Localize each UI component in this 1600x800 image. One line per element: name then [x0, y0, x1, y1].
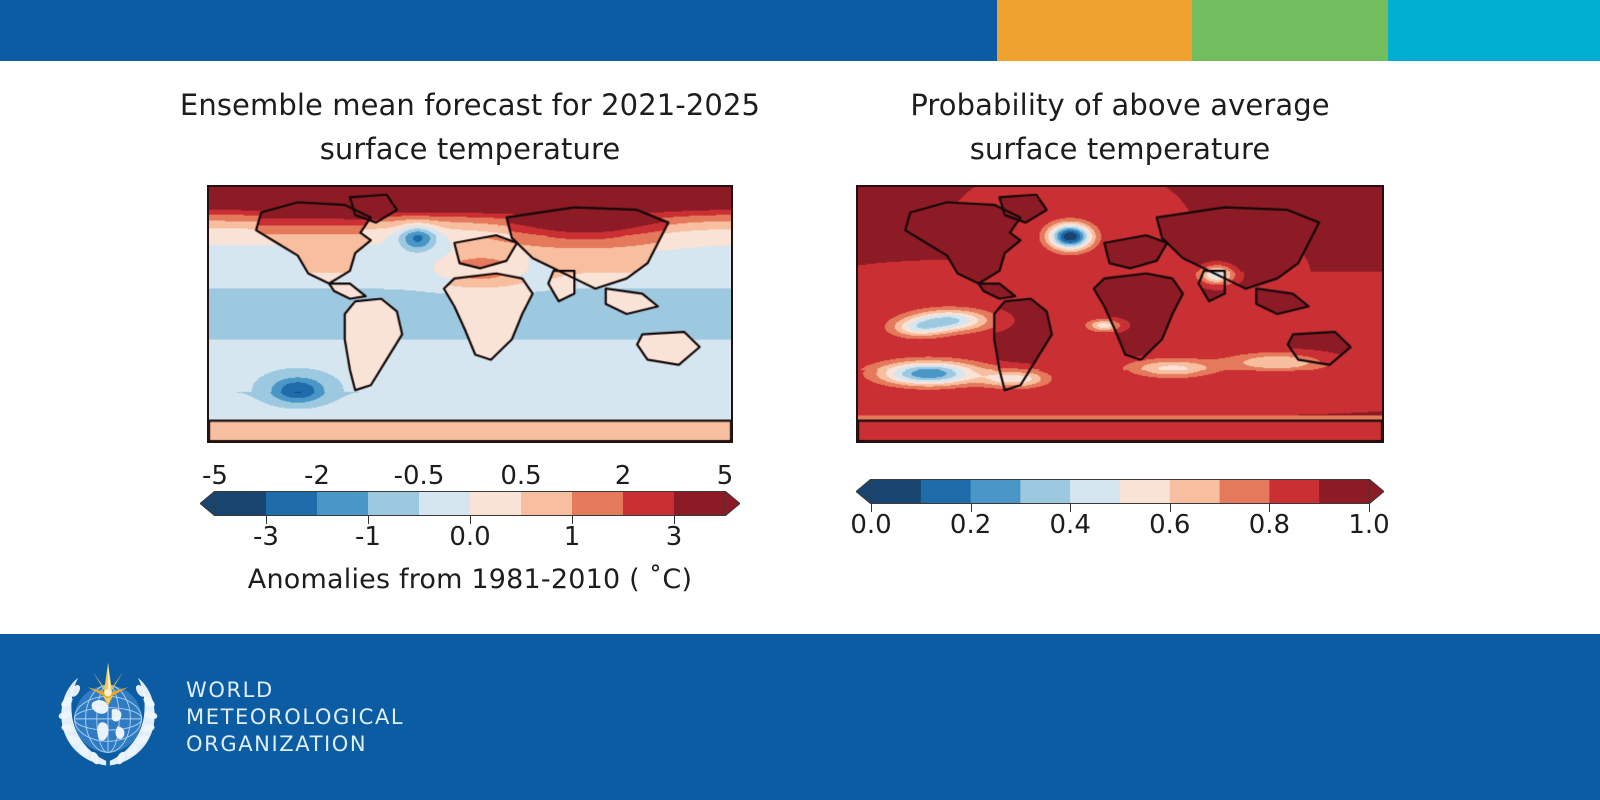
wmo-line-2: METEOROLOGICAL	[186, 704, 405, 729]
colorbar-tick-mark	[1169, 504, 1171, 512]
world-map-probability[interactable]	[856, 185, 1384, 443]
colorbar-gradient-anomalies[interactable]	[200, 491, 740, 516]
banner-segment-blue	[0, 0, 997, 61]
colorbar-tick-mark	[871, 504, 872, 512]
colorbar-tick-label: -3	[253, 522, 279, 552]
colorbar-tick-mark	[266, 516, 267, 524]
world-map-ensemble-mean[interactable]	[207, 185, 733, 443]
wmo-wordmark: WORLD METEOROLOGICAL ORGANIZATION	[186, 677, 404, 758]
colorbar-tick-label: -0.5	[393, 461, 445, 491]
colorbar-tick-label: 0.0	[850, 510, 892, 540]
colorbar-tick-label: 1	[563, 522, 581, 552]
panel-ensemble-mean-forecast: Ensemble mean forecast for 2021-2025 sur…	[150, 61, 790, 595]
colorbar-tick-label: 2	[614, 461, 632, 491]
figure-area: Ensemble mean forecast for 2021-2025 sur…	[0, 61, 1600, 634]
panel-title-left-line2: surface temperature	[319, 132, 621, 166]
colorbar-tick-mark	[1070, 504, 1072, 512]
colorbar-tick-label: 0.4	[1049, 510, 1091, 540]
panel-probability-above-average: Probability of above average surface tem…	[800, 61, 1440, 538]
colorbar-ticklabels-bottom: -3 -1 0.0 1 3	[200, 516, 740, 550]
panel-title-right: Probability of above average surface tem…	[800, 61, 1440, 171]
colorbar-probability-ticklabels: 0.0 0.2 0.4 0.6 0.8 1.0	[850, 504, 1390, 540]
map-wrap-right	[856, 185, 1384, 443]
colorbar-tick-mark	[674, 516, 675, 524]
banner-segment-orange	[997, 0, 1192, 61]
colorbar-tick-label: 0.6	[1149, 510, 1191, 540]
colorbar-tick-label: 0.0	[449, 522, 491, 552]
compass-star-icon	[87, 662, 129, 706]
colorbar-tick-mark	[368, 516, 369, 524]
colorbar-tick-label: -2	[304, 461, 330, 491]
colorbar-tick-label: 0.2	[949, 510, 992, 540]
colorbar-tick-label: -5	[202, 461, 228, 491]
wmo-globe-laurel-icon	[58, 662, 158, 766]
wmo-line-3: ORGANIZATION	[186, 731, 368, 756]
colorbar-tick-mark	[1369, 504, 1370, 512]
colorbar-tick-mark	[1269, 504, 1271, 512]
colorbar-probability: 0.0 0.2 0.4 0.6 0.8 1.0	[850, 479, 1390, 540]
colorbar-tick-label: 5	[716, 461, 734, 491]
panel-title-right-line1: Probability of above average	[910, 88, 1330, 122]
colorbar-tick-mark	[572, 516, 573, 524]
colorbar-tick-label: 0.5	[500, 461, 542, 491]
banner-segment-green	[1192, 0, 1388, 61]
colorbar-gradient-probability[interactable]	[856, 479, 1384, 504]
panel-title-right-line2: surface temperature	[969, 132, 1271, 166]
panel-title-left-line1: Ensemble mean forecast for 2021-2025	[179, 88, 761, 122]
footer-bar: WORLD METEOROLOGICAL ORGANIZATION	[0, 634, 1600, 800]
colorbar-tick-mark	[970, 504, 972, 512]
banner-segment-cyan	[1388, 0, 1600, 61]
map-wrap-left	[207, 185, 733, 443]
wmo-line-1: WORLD	[186, 677, 274, 702]
colorbar-tick-label: 1.0	[1348, 510, 1390, 540]
panel-title-left: Ensemble mean forecast for 2021-2025 sur…	[150, 61, 790, 171]
colorbar-tick-mark	[470, 516, 471, 524]
colorbar-caption: Anomalies from 1981-2010 ( ˚C)	[247, 564, 693, 595]
colorbar-tick-label: -1	[355, 522, 381, 552]
colorbar-anomalies: -5 -2 -0.5 0.5 2 5 -3 -1 0.0 1 3 Anomalies from 1…	[200, 461, 740, 595]
colorbar-tick-label: 0.8	[1248, 510, 1291, 540]
colorbar-tick-label: 3	[665, 522, 683, 552]
top-color-banner	[0, 0, 1600, 61]
colorbar-ticklabels-top: -5 -2 -0.5 0.5 2 5	[200, 461, 740, 491]
